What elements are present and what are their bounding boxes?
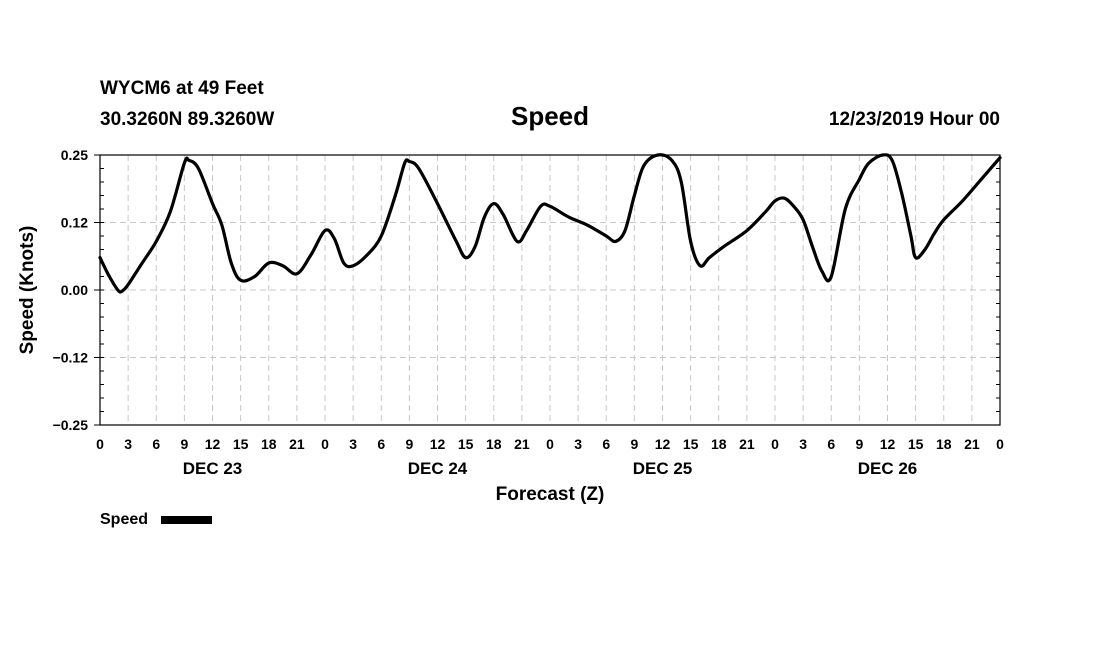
day-label: DEC 23 bbox=[183, 459, 243, 478]
y-axis-label: Speed (Knots) bbox=[17, 226, 38, 355]
y-tick-label: 0.12 bbox=[61, 215, 88, 231]
day-labels: DEC 23 DEC 24 DEC 25 DEC 26 bbox=[183, 459, 918, 478]
x-tick-labels: 0 3 6 9 12 15 18 21 0 3 6 9 12 15 18 21 0 3 6 9 12 15 18 21 0 3 6 9… bbox=[96, 436, 1004, 452]
y-tick-labels: 0.25 0.12 0.00 −0.12 −0.25 bbox=[53, 147, 89, 433]
station-label: WYCM6 at 49 Feet bbox=[100, 78, 264, 99]
x-tick-label: 12 bbox=[205, 436, 221, 452]
x-tick-label: 6 bbox=[377, 436, 385, 452]
plot-frame bbox=[99, 154, 1001, 426]
datetime-label: 12/23/2019 Hour 00 bbox=[829, 109, 1000, 130]
x-tick-label: 0 bbox=[771, 436, 779, 452]
day-label: DEC 25 bbox=[633, 459, 693, 478]
speed-series-line bbox=[98, 153, 1002, 294]
coordinates-label: 30.3260N 89.3260W bbox=[100, 109, 274, 130]
x-tick-label: 0 bbox=[546, 436, 554, 452]
day-label: DEC 26 bbox=[858, 459, 918, 478]
x-tick-label: 3 bbox=[124, 436, 132, 452]
series-layer bbox=[98, 153, 1002, 294]
x-tick-label: 9 bbox=[405, 436, 413, 452]
y-tick-label: −0.25 bbox=[53, 417, 89, 433]
x-tick-label: 21 bbox=[739, 436, 755, 452]
day-label: DEC 24 bbox=[408, 459, 468, 478]
x-tick-label: 15 bbox=[908, 436, 924, 452]
x-tick-label: 18 bbox=[711, 436, 727, 452]
x-tick-label: 18 bbox=[486, 436, 502, 452]
grid-lines bbox=[100, 155, 1000, 425]
legend-label: Speed bbox=[100, 511, 148, 528]
x-tick-label: 12 bbox=[655, 436, 671, 452]
x-tick-label: 0 bbox=[321, 436, 329, 452]
x-tick-label: 21 bbox=[964, 436, 980, 452]
y-tick-label: 0.00 bbox=[61, 282, 88, 298]
x-tick-label: 21 bbox=[289, 436, 305, 452]
y-tick-label: 0.25 bbox=[61, 147, 88, 163]
chart-title: Speed bbox=[511, 101, 589, 131]
x-tick-label: 18 bbox=[936, 436, 952, 452]
x-tick-label: 0 bbox=[996, 436, 1004, 452]
x-tick-label: 9 bbox=[855, 436, 863, 452]
y-tick-label: −0.12 bbox=[53, 350, 89, 366]
x-tick-label: 21 bbox=[514, 436, 530, 452]
x-tick-label: 3 bbox=[349, 436, 357, 452]
legend: Speed bbox=[100, 511, 212, 528]
x-tick-label: 9 bbox=[630, 436, 638, 452]
x-tick-label: 6 bbox=[602, 436, 610, 452]
x-tick-label: 15 bbox=[233, 436, 249, 452]
x-tick-label: 3 bbox=[574, 436, 582, 452]
x-tick-label: 9 bbox=[180, 436, 188, 452]
x-tick-label: 3 bbox=[799, 436, 807, 452]
x-tick-label: 15 bbox=[458, 436, 474, 452]
x-tick-label: 6 bbox=[152, 436, 160, 452]
x-tick-label: 6 bbox=[827, 436, 835, 452]
x-tick-label: 18 bbox=[261, 436, 277, 452]
x-tick-label: 12 bbox=[880, 436, 896, 452]
x-axis-label: Forecast (Z) bbox=[496, 484, 605, 505]
x-tick-label: 15 bbox=[683, 436, 699, 452]
x-tick-label: 0 bbox=[96, 436, 104, 452]
x-tick-label: 12 bbox=[430, 436, 446, 452]
